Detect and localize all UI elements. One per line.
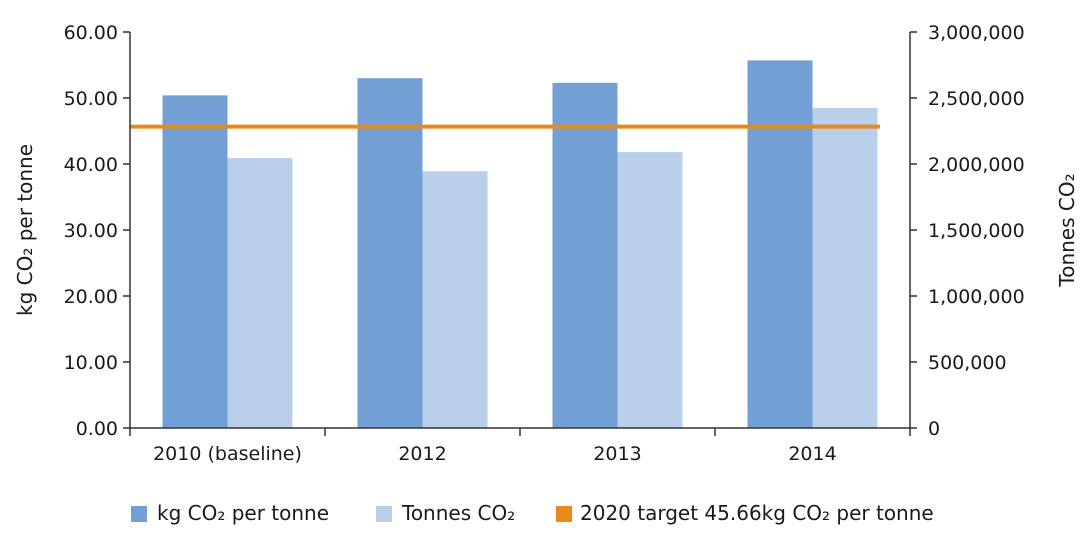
legend-swatch-target <box>556 506 572 522</box>
x-tick-label: 2012 <box>398 443 446 465</box>
bar-tonnes-co2-3 <box>812 107 878 429</box>
y-axis-left-title: kg CO₂ per tonne <box>13 144 37 316</box>
y-left-tick-label: 20.00 <box>64 286 118 308</box>
y-right-tick-label: 2,500,000 <box>928 88 1025 110</box>
y-right-tick-label: 1,000,000 <box>928 286 1025 308</box>
legend-label-kg-co2: kg CO₂ per tonne <box>157 501 329 525</box>
legend-swatch-kg-co2 <box>131 506 147 522</box>
y-right-tick-label: 1,500,000 <box>928 220 1025 242</box>
y-left-tick-label: 10.00 <box>64 352 118 374</box>
bar-tonnes-co2-2 <box>617 152 683 428</box>
legend-label-target: 2020 target 45.66kg CO₂ per tonne <box>580 501 934 525</box>
y-left-tick-label: 0.00 <box>76 418 118 440</box>
y-right-tick-label: 500,000 <box>928 352 1007 374</box>
legend: kg CO₂ per tonne Tonnes CO₂ 2020 target … <box>131 501 934 525</box>
legend-label-tonnes-co2: Tonnes CO₂ <box>401 501 515 525</box>
bar-tonnes-co2-0 <box>227 158 293 428</box>
bar-tonnes-co2-1 <box>422 171 488 428</box>
bar-kg-co2-0 <box>162 95 228 429</box>
y-right-tick-label: 3,000,000 <box>928 22 1025 44</box>
y-left-tick-label: 30.00 <box>64 220 118 242</box>
x-tick-label: 2010 (baseline) <box>153 443 302 465</box>
y-right-tick-label: 2,000,000 <box>928 154 1025 176</box>
axes-layer: 0.00 0 10.00 500,000 20.00 1,000,000 30.00 1,50… <box>64 22 1025 465</box>
x-tick-label: 2014 <box>788 443 836 465</box>
y-right-tick-label: 0 <box>928 418 940 440</box>
bar-kg-co2-1 <box>357 78 423 428</box>
y-left-tick-label: 60.00 <box>64 22 118 44</box>
bar-kg-co2-3 <box>747 60 813 428</box>
bar-kg-co2-2 <box>552 82 618 428</box>
y-left-tick-label: 40.00 <box>64 154 118 176</box>
legend-swatch-tonnes-co2 <box>376 506 392 522</box>
bars-layer <box>162 60 878 429</box>
y-left-tick-label: 50.00 <box>64 88 118 110</box>
y-axis-right-title: Tonnes CO₂ <box>1055 173 1079 287</box>
x-tick-label: 2013 <box>593 443 641 465</box>
